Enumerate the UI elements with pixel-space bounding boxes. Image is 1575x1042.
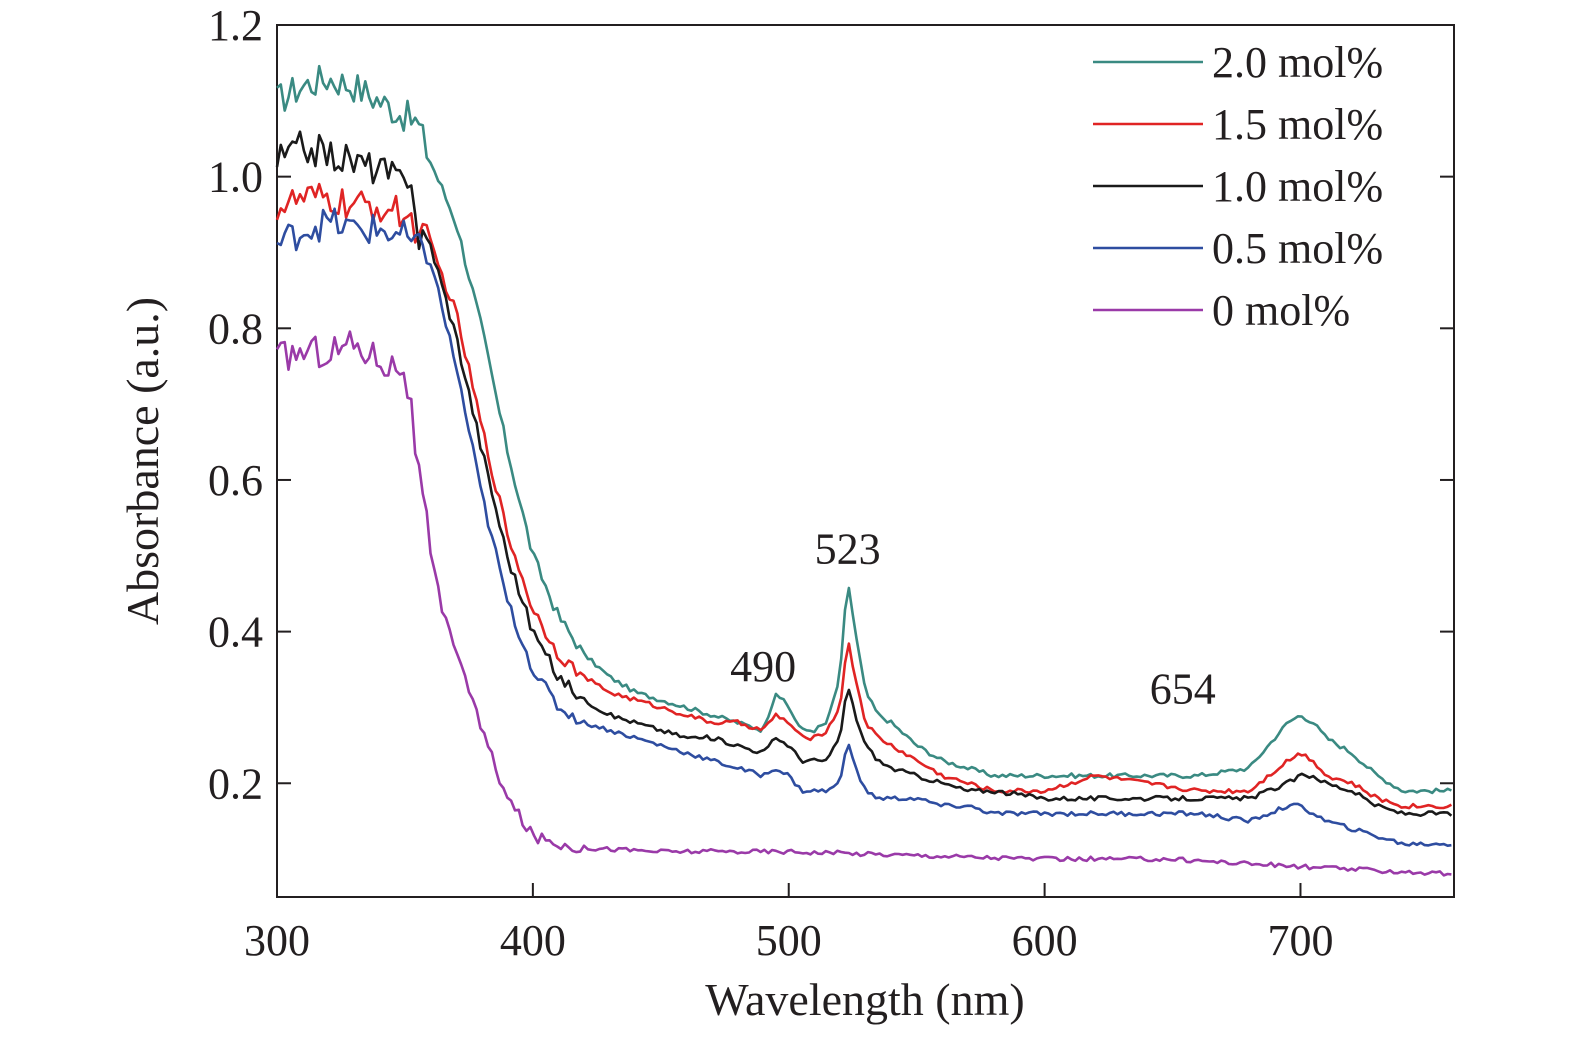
series-line [275,130,1453,818]
y-tick-label: 1.2 [208,1,263,50]
peak-label: 523 [815,524,881,573]
series-line [276,207,1452,848]
x-axis-title: Wavelength (nm) [705,974,1024,1025]
y-tick-label: 0.2 [208,759,263,808]
legend-label: 1.5 mol% [1212,100,1383,149]
x-tick-label: 400 [500,916,566,965]
peak-annotations: 490 523 654 [730,524,1216,713]
y-tick-label: 1.0 [208,153,263,202]
series-line [276,64,1452,795]
series-line [275,182,1453,810]
legend-label: 1.0 mol% [1212,162,1383,211]
legend-label: 0 mol% [1212,286,1350,335]
peak-label: 654 [1150,665,1216,714]
legend-label: 2.0 mol% [1212,38,1383,87]
series-layer [275,64,1453,877]
x-tick-label: 700 [1267,916,1333,965]
y-tick-label: 0.4 [208,608,263,657]
axis-ticks: 300 400 500 600 700 0.2 0.4 0.6 0.8 1.0 1.2 [208,1,1454,965]
x-tick-label: 300 [244,916,310,965]
x-tick-label: 600 [1012,916,1078,965]
y-axis-title: Absorbance (a.u.) [117,297,168,625]
legend-label: 0.5 mol% [1212,224,1383,273]
plot-frame [276,24,1455,898]
legend: 2.0 mol% 1.5 mol% 1.0 mol% 0.5 mol% 0 mol% [1093,38,1383,335]
x-tick-label: 500 [756,916,822,965]
y-tick-label: 0.6 [208,456,263,505]
peak-label: 490 [730,642,796,691]
y-tick-label: 0.8 [208,304,263,353]
series-line [275,330,1452,877]
